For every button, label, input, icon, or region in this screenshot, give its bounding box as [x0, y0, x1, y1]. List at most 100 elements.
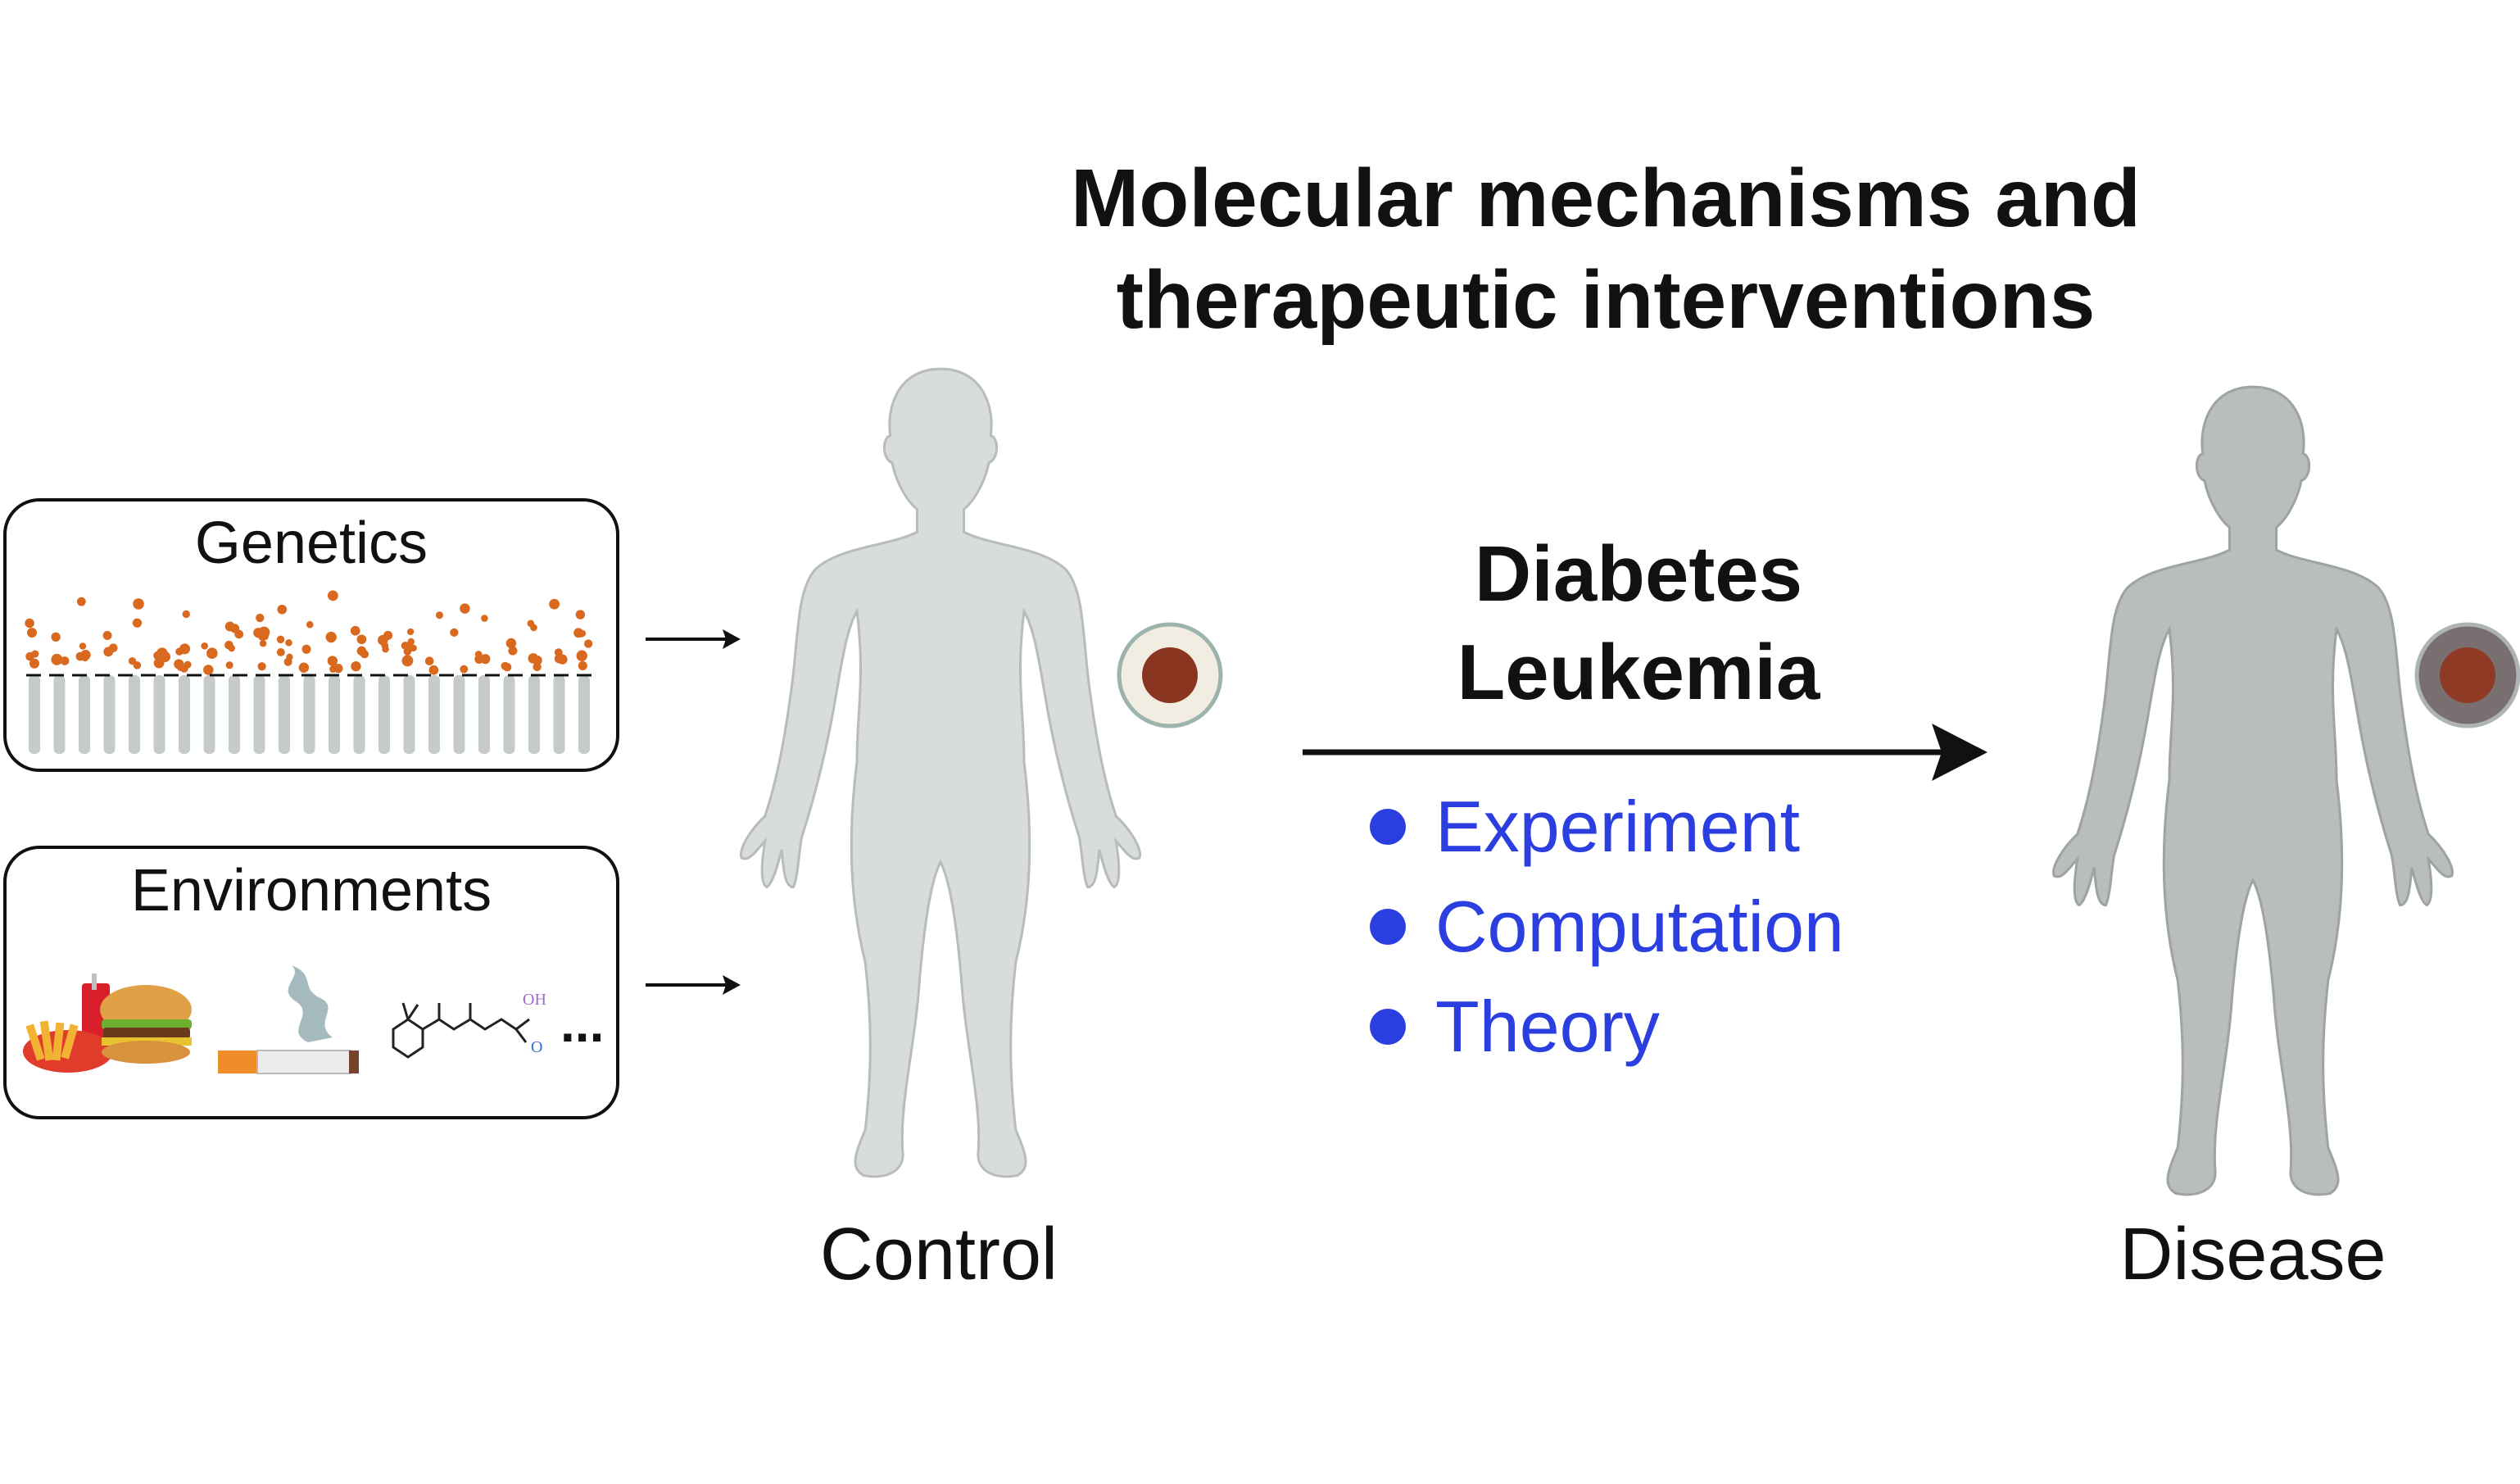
variant-dot [201, 642, 209, 650]
genetics-label: Genetics [194, 511, 428, 576]
disease-name-leukemia: Leukemia [1457, 629, 1820, 716]
progression-arrow [1303, 724, 1987, 781]
variant-dot [224, 621, 235, 632]
variant-dot [350, 625, 360, 636]
variant-dot [325, 631, 337, 643]
chromosome-bar [528, 675, 540, 754]
variant-dot [356, 634, 367, 645]
variant-dot [401, 655, 414, 667]
variant-dot [102, 631, 112, 641]
variant-dot [576, 650, 587, 661]
variant-dot [259, 639, 267, 647]
variant-dot [460, 603, 470, 614]
variant-dot [25, 618, 34, 629]
environments-label: Environments [130, 858, 492, 924]
variant-dot [257, 662, 266, 671]
variant-dot [75, 651, 85, 661]
variant-dot [301, 644, 311, 654]
variant-dot [333, 664, 343, 674]
chromosome-bar [79, 675, 90, 754]
variant-dot [406, 644, 414, 652]
chromosome-bar [503, 675, 515, 754]
chromosome-bar [378, 675, 390, 754]
variant-dot [533, 662, 542, 672]
variant-dot [481, 615, 488, 622]
chromosome-bar [553, 675, 565, 754]
variant-dot [153, 657, 165, 669]
variant-dot [133, 598, 144, 610]
method-experiment-label: Experiment [1435, 786, 1801, 867]
variant-dot [225, 661, 233, 669]
variant-dot [502, 662, 512, 672]
molecule-oh-label: OH [523, 991, 546, 1009]
variant-dot [406, 628, 415, 636]
variant-dot [224, 640, 233, 650]
variant-dot [31, 650, 39, 658]
variant-dot [351, 660, 361, 672]
variant-dot [298, 662, 310, 674]
variant-dot [182, 610, 190, 619]
chromosome-bar [453, 675, 465, 754]
chromosome-bar [29, 675, 40, 754]
chromosome-bar [179, 675, 190, 754]
variant-dot [450, 628, 459, 638]
disease-label: Disease [2119, 1214, 2386, 1296]
molecule-icon: OH O [392, 991, 546, 1059]
variant-dot [583, 639, 593, 648]
chromosome-bar [229, 675, 240, 754]
variant-dot [356, 646, 367, 656]
variant-dot [256, 613, 265, 623]
disease-cell-icon [2414, 622, 2520, 728]
bullet-icon [1370, 809, 1406, 845]
chromosome-bar [403, 675, 415, 754]
chromosome-bar [478, 675, 490, 754]
chromosome-bar [53, 675, 66, 754]
variant-dot [557, 654, 568, 665]
control-label: Control [819, 1214, 1058, 1296]
chromosome-bar [203, 675, 215, 754]
variant-dot [435, 611, 443, 619]
variant-dot [283, 657, 292, 666]
genetics-panel: Genetics [3, 498, 619, 772]
cigarette-icon [218, 965, 359, 1074]
genetics-arrow [646, 629, 741, 649]
variant-dot [285, 639, 292, 647]
control-body-figure [740, 367, 1141, 1178]
chromosome-bar [103, 675, 116, 754]
variant-dot [428, 665, 439, 675]
variant-dot [306, 620, 314, 629]
method-experiment: Experiment [1370, 785, 1800, 869]
method-computation: Computation [1370, 885, 1844, 969]
title-line-2: therapeutic interventions [1116, 254, 2096, 346]
variant-dot [132, 618, 143, 628]
variant-dot [327, 656, 338, 666]
chromosome-bar [578, 675, 590, 754]
variant-dot [276, 647, 285, 656]
variant-dot [108, 643, 118, 652]
chromosome-bar [279, 675, 290, 754]
disease-name-diabetes: Diabetes [1474, 530, 1803, 618]
chromosome-bar [428, 675, 440, 754]
variant-dot [76, 597, 86, 606]
environments-panel: Environments OH O [3, 846, 619, 1119]
chromosome-bar [353, 675, 365, 754]
variant-dot [184, 660, 192, 669]
variant-dot [378, 634, 388, 646]
variant-dot [474, 654, 484, 664]
molecule-o-label: O [531, 1038, 542, 1056]
variant-dot [527, 619, 535, 628]
title-line-1: Molecular mechanisms and [1070, 152, 2141, 244]
bullet-icon [1370, 1009, 1406, 1045]
method-theory-label: Theory [1435, 986, 1660, 1067]
variant-dot [60, 656, 70, 665]
variant-dot [528, 653, 539, 664]
disease-body-figure [2052, 385, 2454, 1196]
variant-dot [203, 665, 214, 675]
method-theory: Theory [1370, 985, 1660, 1069]
variant-dot [175, 647, 184, 656]
variant-dot [575, 610, 586, 619]
chromosome-bar [303, 675, 315, 754]
variant-dot [51, 632, 61, 642]
variant-dot [460, 665, 469, 674]
variant-dot [549, 598, 560, 610]
